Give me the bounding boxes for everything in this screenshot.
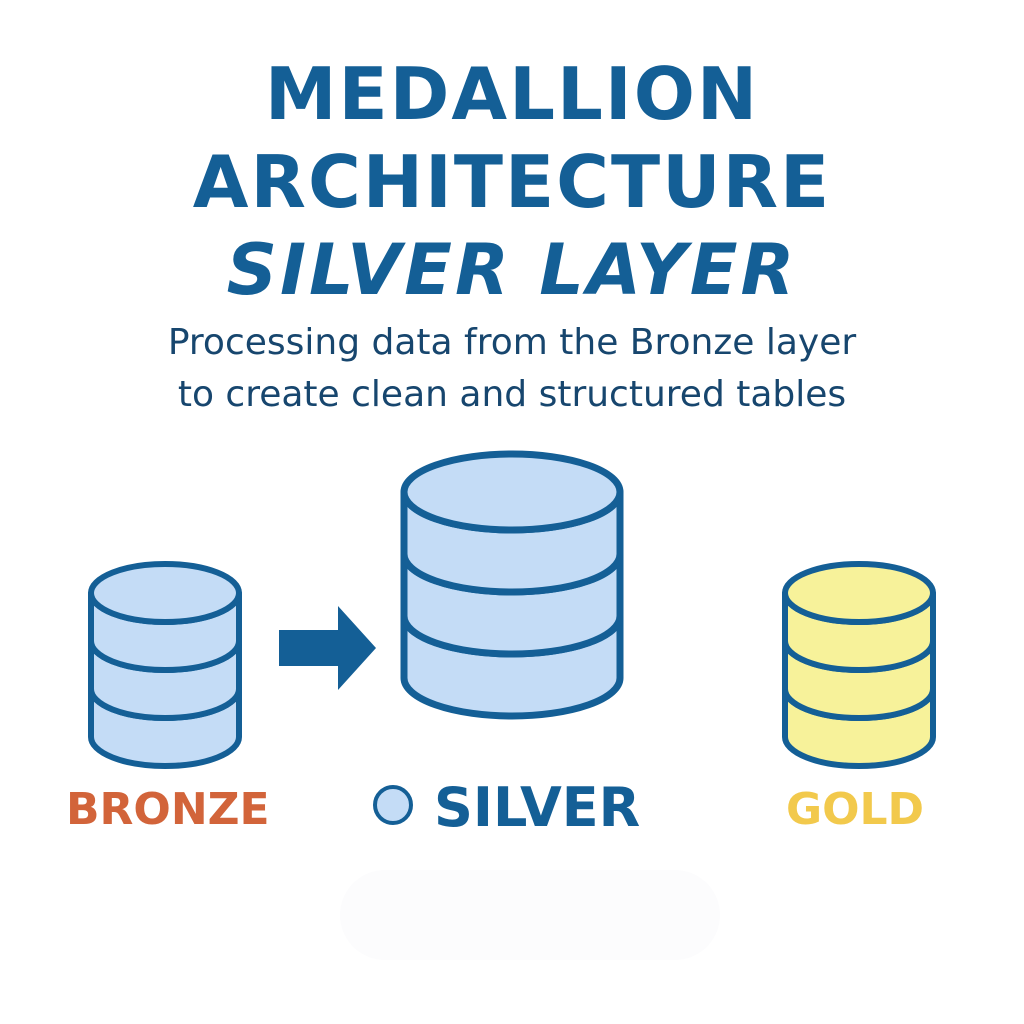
database-top bbox=[88, 561, 242, 625]
database-top bbox=[400, 450, 624, 534]
title-line-2: ARCHITECTURE bbox=[192, 140, 832, 224]
silver-dot-icon bbox=[373, 785, 413, 825]
database-top bbox=[782, 561, 936, 625]
gold-label: GOLD bbox=[786, 784, 925, 835]
medallion-diagram bbox=[88, 450, 936, 769]
title-line-3: SILVER LAYER bbox=[226, 229, 798, 311]
silver-database-icon bbox=[400, 450, 624, 720]
gold-database-icon bbox=[782, 561, 936, 769]
silver-label: SILVER bbox=[434, 776, 641, 839]
subtitle-line-2: to create clean and structured tables bbox=[177, 374, 847, 415]
background-smudge bbox=[340, 870, 720, 960]
title-line-1: MEDALLION bbox=[264, 52, 760, 136]
bronze-database-icon bbox=[88, 561, 242, 769]
subtitle-line-1: Processing data from the Bronze layer bbox=[167, 322, 857, 363]
bronze-label: BRONZE bbox=[66, 784, 270, 835]
arrow-right-icon bbox=[279, 606, 376, 690]
